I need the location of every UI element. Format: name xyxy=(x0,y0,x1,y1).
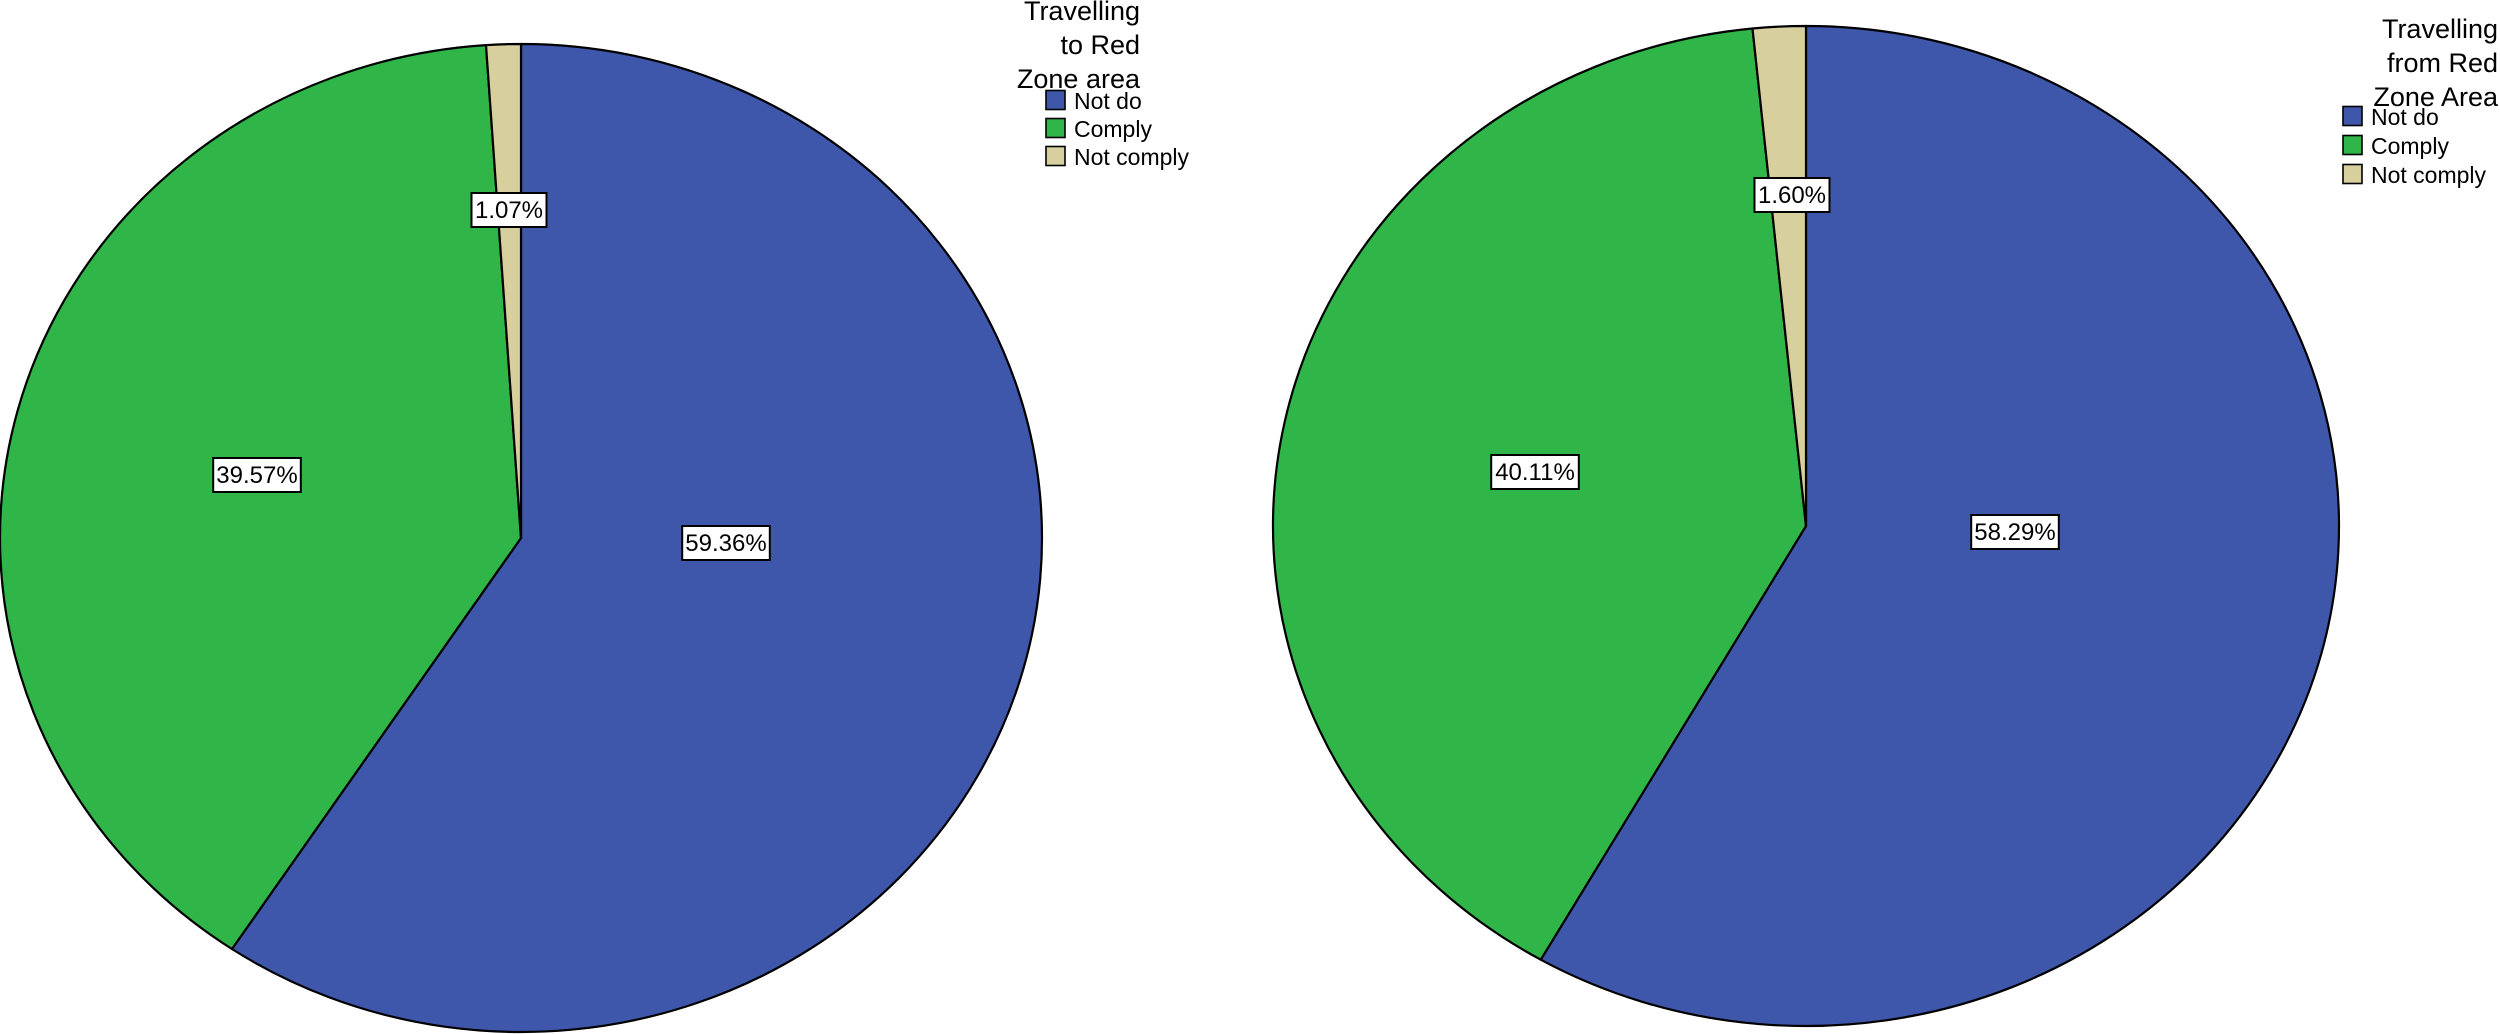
legend-swatch xyxy=(2342,105,2363,127)
legend-swatch xyxy=(2342,134,2363,156)
svg-text:39.57%: 39.57% xyxy=(216,462,297,489)
data-label-comply: 39.57% xyxy=(212,457,302,493)
svg-text:Travelling: Travelling xyxy=(2382,14,2498,44)
pie-slice-comply xyxy=(0,44,523,951)
legend-title: Travelling to Red Zone area xyxy=(1017,0,1141,94)
svg-text:Zone Area: Zone Area xyxy=(2373,82,2499,112)
legend-swatch xyxy=(1045,145,1066,167)
legend-label: Not do xyxy=(2371,104,2439,130)
data-label-comply: 40.11% xyxy=(1490,454,1580,490)
pie-slice-not-do xyxy=(1539,24,2341,1028)
svg-text:to Red: to Red xyxy=(1060,30,1140,60)
legend-item-not-do: Not do xyxy=(1045,88,1142,114)
legend-item-not-comply: Not comply xyxy=(2342,162,2487,188)
data-label-not-do: 59.36% xyxy=(681,525,771,561)
legend-item-not-do: Not do xyxy=(2342,104,2439,130)
pie-slice-comply xyxy=(1271,27,1808,961)
legend-swatch xyxy=(1045,117,1066,139)
pie-chart-travelling-from: 58.29% 40.11% 1.60% Travelling from Red Zone … xyxy=(1271,14,2499,1028)
data-label-not-do: 58.29% xyxy=(1970,514,2060,550)
pie-chart-travelling-to: 59.36% 39.57% 1.07% Travelling to Red Zone ar… xyxy=(0,0,1190,1034)
legend-swatch xyxy=(2342,163,2363,185)
legend-item-not-comply: Not comply xyxy=(1045,144,1190,170)
data-label-not-comply: 1.60% xyxy=(1753,177,1831,213)
svg-text:59.36%: 59.36% xyxy=(685,530,766,557)
svg-text:40.11%: 40.11% xyxy=(1495,459,1575,486)
pie-slice-not-comply xyxy=(1751,24,1808,528)
svg-text:Travelling: Travelling xyxy=(1024,0,1140,26)
legend-title: Travelling from Red Zone Area xyxy=(2373,14,2499,112)
svg-text:58.29%: 58.29% xyxy=(1974,519,2055,546)
svg-text:1.60%: 1.60% xyxy=(1758,182,1826,209)
svg-text:Zone area: Zone area xyxy=(1017,64,1141,94)
legend-label: Comply xyxy=(2371,133,2449,159)
pie-slice-not-do xyxy=(230,42,1044,1034)
legend-label: Not comply xyxy=(2371,162,2487,188)
legend-swatch xyxy=(1045,89,1066,111)
svg-text:from Red: from Red xyxy=(2387,48,2498,78)
data-label-not-comply: 1.07% xyxy=(470,192,548,228)
legend-item-comply: Comply xyxy=(2342,133,2449,159)
legend-label: Not comply xyxy=(1074,144,1190,170)
legend-item-comply: Comply xyxy=(1045,116,1152,142)
legend-label: Not do xyxy=(1074,88,1142,114)
svg-text:1.07%: 1.07% xyxy=(475,197,543,224)
legend-label: Comply xyxy=(1074,116,1152,142)
pie-slice-not-comply xyxy=(484,42,523,540)
